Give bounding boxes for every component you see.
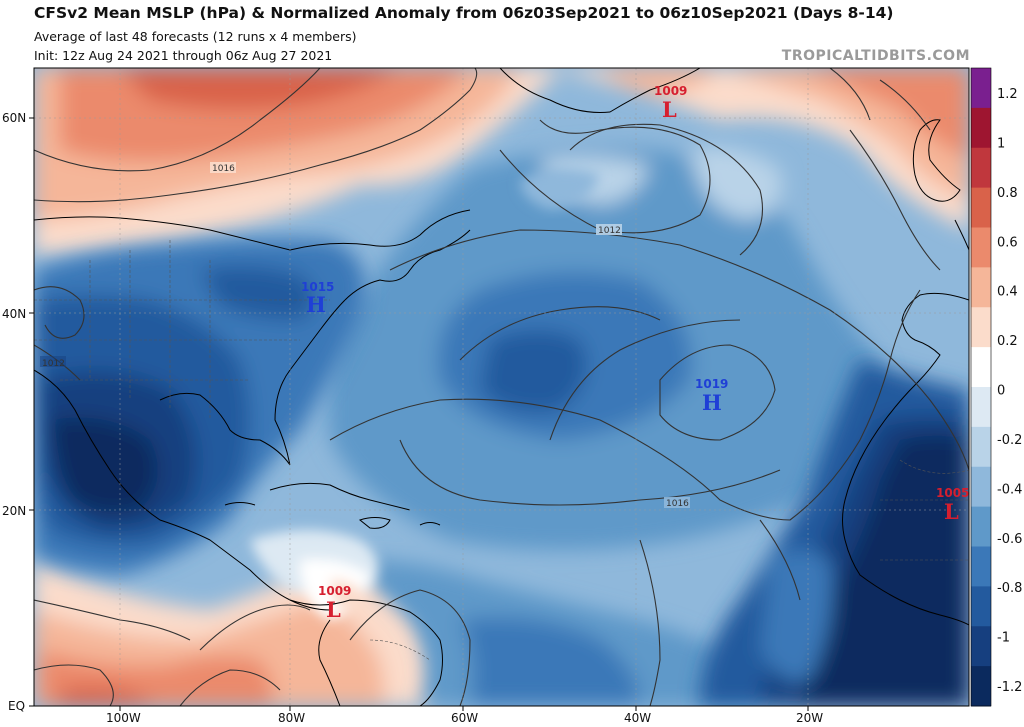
colorbar-swatch [971, 307, 991, 348]
colorbar-tick-label: 0.6 [997, 235, 1018, 250]
colorbar-tick-label: 0 [997, 384, 1005, 399]
azores-high-marker: 1019 H [695, 377, 728, 415]
colorbar-swatch [971, 546, 991, 587]
map-frame [33, 67, 970, 707]
site-credit: TROPICALTIDBITS.COM [781, 48, 970, 64]
colorbar-tick-label: -1 [997, 631, 1010, 646]
colorbar-swatch [971, 267, 991, 308]
colorbar-swatch [971, 227, 991, 268]
colorbar: 1.2 1 0.8 0.6 0.4 0.2 0 -0.2 -0.4 -0.6 -0.8 -1 -1.2 [970, 67, 1022, 707]
center-value: 1015 [301, 280, 334, 294]
isobar-labels: 1016 1012 1012 1016 [40, 162, 690, 509]
colorbar-tick-label: 1.2 [997, 87, 1018, 102]
lat-label: 20N [2, 504, 26, 518]
lat-label: 40N [2, 307, 26, 321]
isobar-label: 1016 [666, 499, 689, 509]
graticule [34, 68, 969, 706]
isobars [34, 68, 969, 706]
colorbar-tick-label: 1 [997, 136, 1005, 151]
center-letter: H [702, 390, 722, 415]
isobar-label: 1012 [42, 359, 65, 369]
colorbar-swatch [971, 68, 991, 109]
isobar-label: 1012 [598, 226, 621, 236]
center-value: 1005 [936, 486, 969, 500]
init-info: Init: 12z Aug 24 2021 through 06z Aug 27… [34, 48, 333, 63]
africa-low-marker: 1005 L [936, 486, 969, 524]
colorbar-tick-label: 0.2 [997, 334, 1018, 349]
borders [34, 240, 969, 661]
center-value: 1009 [654, 84, 687, 98]
center-value: 1019 [695, 377, 728, 391]
anomaly-field [34, 68, 969, 706]
colorbar-swatch [971, 426, 991, 468]
lat-label: 60N [2, 111, 26, 125]
colorbar-swatch [971, 666, 991, 707]
colorbar-swatch [971, 586, 991, 627]
center-value: 1009 [318, 584, 351, 598]
lon-label: 100W [106, 711, 141, 725]
colorbar-swatch [971, 147, 991, 189]
longitude-axis: 100W 80W 60W 40W 20W [106, 706, 823, 725]
center-letter: L [944, 499, 959, 524]
colorbar-tick-label: 0.4 [997, 285, 1018, 300]
latitude-axis: 60N 40N 20N EQ [2, 111, 34, 713]
map-title: CFSv2 Mean MSLP (hPa) & Normalized Anoma… [34, 4, 894, 22]
colorbar-swatch [971, 347, 991, 388]
colorbar-swatch [971, 387, 991, 428]
lon-label: 40W [624, 711, 651, 725]
colorbar-tick-label: -0.4 [997, 482, 1022, 497]
isobar-label: 1016 [212, 164, 235, 174]
greenland-low-marker: 1009 L [654, 84, 687, 122]
colorbar-swatch [971, 626, 991, 667]
colorbar-tick-label: -0.6 [997, 532, 1022, 547]
colorbar-tick-label: -1.2 [997, 680, 1022, 695]
colorbar-tick-label: -0.8 [997, 581, 1022, 596]
lon-label: 60W [451, 711, 478, 725]
colorbar-swatch [971, 107, 991, 149]
us-east-high-marker: 1015 H [301, 280, 334, 317]
colorbar-swatch [971, 506, 991, 547]
lon-label: 80W [278, 711, 305, 725]
colorbar-swatch [971, 466, 991, 508]
lon-label: 20W [796, 711, 823, 725]
caribbean-low-marker: 1009 L [318, 584, 351, 622]
map-subtitle: Average of last 48 forecasts (12 runs x … [34, 29, 357, 44]
colorbar-tick-label: 0.8 [997, 186, 1018, 201]
center-letter: L [662, 97, 677, 122]
center-letter: L [326, 597, 341, 622]
colorbar-swatch [971, 187, 991, 228]
center-letter: H [306, 292, 326, 317]
lat-label: EQ [8, 699, 25, 713]
colorbar-tick-label: -0.2 [997, 433, 1022, 448]
